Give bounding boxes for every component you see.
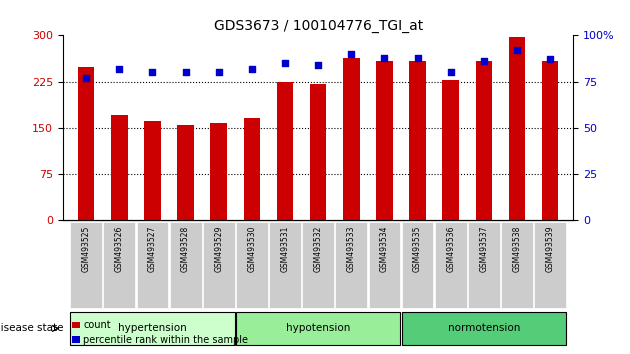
Point — [413, 55, 423, 61]
Text: normotension: normotension — [448, 323, 520, 333]
Point — [81, 75, 91, 81]
FancyBboxPatch shape — [203, 222, 234, 308]
Point — [545, 57, 555, 62]
Text: GSM493529: GSM493529 — [214, 225, 223, 272]
Bar — [111, 115, 128, 220]
FancyBboxPatch shape — [137, 222, 168, 308]
Bar — [177, 125, 194, 220]
Text: GSM493539: GSM493539 — [546, 225, 554, 272]
Text: GSM493536: GSM493536 — [446, 225, 455, 272]
FancyBboxPatch shape — [269, 222, 301, 308]
Bar — [376, 61, 392, 220]
Text: GSM493526: GSM493526 — [115, 225, 124, 272]
Point — [445, 69, 455, 75]
Text: GSM493531: GSM493531 — [280, 225, 290, 272]
Text: GSM493535: GSM493535 — [413, 225, 422, 272]
Point — [280, 60, 290, 66]
Text: GSM493528: GSM493528 — [181, 225, 190, 272]
Text: disease state: disease state — [0, 324, 63, 333]
Bar — [244, 118, 260, 220]
Text: GSM493533: GSM493533 — [346, 225, 356, 272]
FancyBboxPatch shape — [369, 222, 400, 308]
Point — [479, 58, 489, 64]
Text: hypotension: hypotension — [286, 323, 350, 333]
Text: GSM493532: GSM493532 — [314, 225, 323, 272]
Bar — [343, 58, 360, 220]
Bar — [410, 61, 426, 220]
Point — [247, 66, 257, 72]
FancyBboxPatch shape — [103, 222, 135, 308]
Bar — [144, 121, 161, 220]
Text: GSM493537: GSM493537 — [479, 225, 488, 272]
Point — [114, 66, 124, 72]
Bar — [78, 67, 94, 220]
FancyBboxPatch shape — [302, 222, 334, 308]
FancyBboxPatch shape — [402, 222, 433, 308]
FancyBboxPatch shape — [169, 222, 202, 308]
Point — [181, 69, 191, 75]
Text: GSM493538: GSM493538 — [512, 225, 522, 272]
Point — [214, 69, 224, 75]
FancyBboxPatch shape — [435, 222, 467, 308]
Bar — [442, 80, 459, 220]
Bar — [277, 81, 294, 220]
Text: GSM493525: GSM493525 — [82, 225, 91, 272]
Bar — [310, 84, 326, 220]
FancyBboxPatch shape — [71, 222, 102, 308]
Point — [313, 62, 323, 68]
Bar — [476, 61, 492, 220]
FancyBboxPatch shape — [534, 222, 566, 308]
Point — [379, 55, 389, 61]
Bar — [508, 36, 525, 220]
Bar — [210, 123, 227, 220]
FancyBboxPatch shape — [236, 312, 400, 345]
FancyBboxPatch shape — [501, 222, 533, 308]
Point — [512, 47, 522, 53]
FancyBboxPatch shape — [71, 312, 234, 345]
Legend: count, percentile rank within the sample: count, percentile rank within the sample — [68, 316, 252, 349]
FancyBboxPatch shape — [236, 222, 268, 308]
Bar — [542, 61, 558, 220]
Text: hypertension: hypertension — [118, 323, 187, 333]
Title: GDS3673 / 100104776_TGI_at: GDS3673 / 100104776_TGI_at — [214, 19, 423, 33]
FancyBboxPatch shape — [468, 222, 500, 308]
Point — [147, 69, 158, 75]
Text: GSM493530: GSM493530 — [248, 225, 256, 272]
FancyBboxPatch shape — [335, 222, 367, 308]
Point — [346, 51, 357, 57]
FancyBboxPatch shape — [402, 312, 566, 345]
Text: GSM493534: GSM493534 — [380, 225, 389, 272]
Text: GSM493527: GSM493527 — [148, 225, 157, 272]
